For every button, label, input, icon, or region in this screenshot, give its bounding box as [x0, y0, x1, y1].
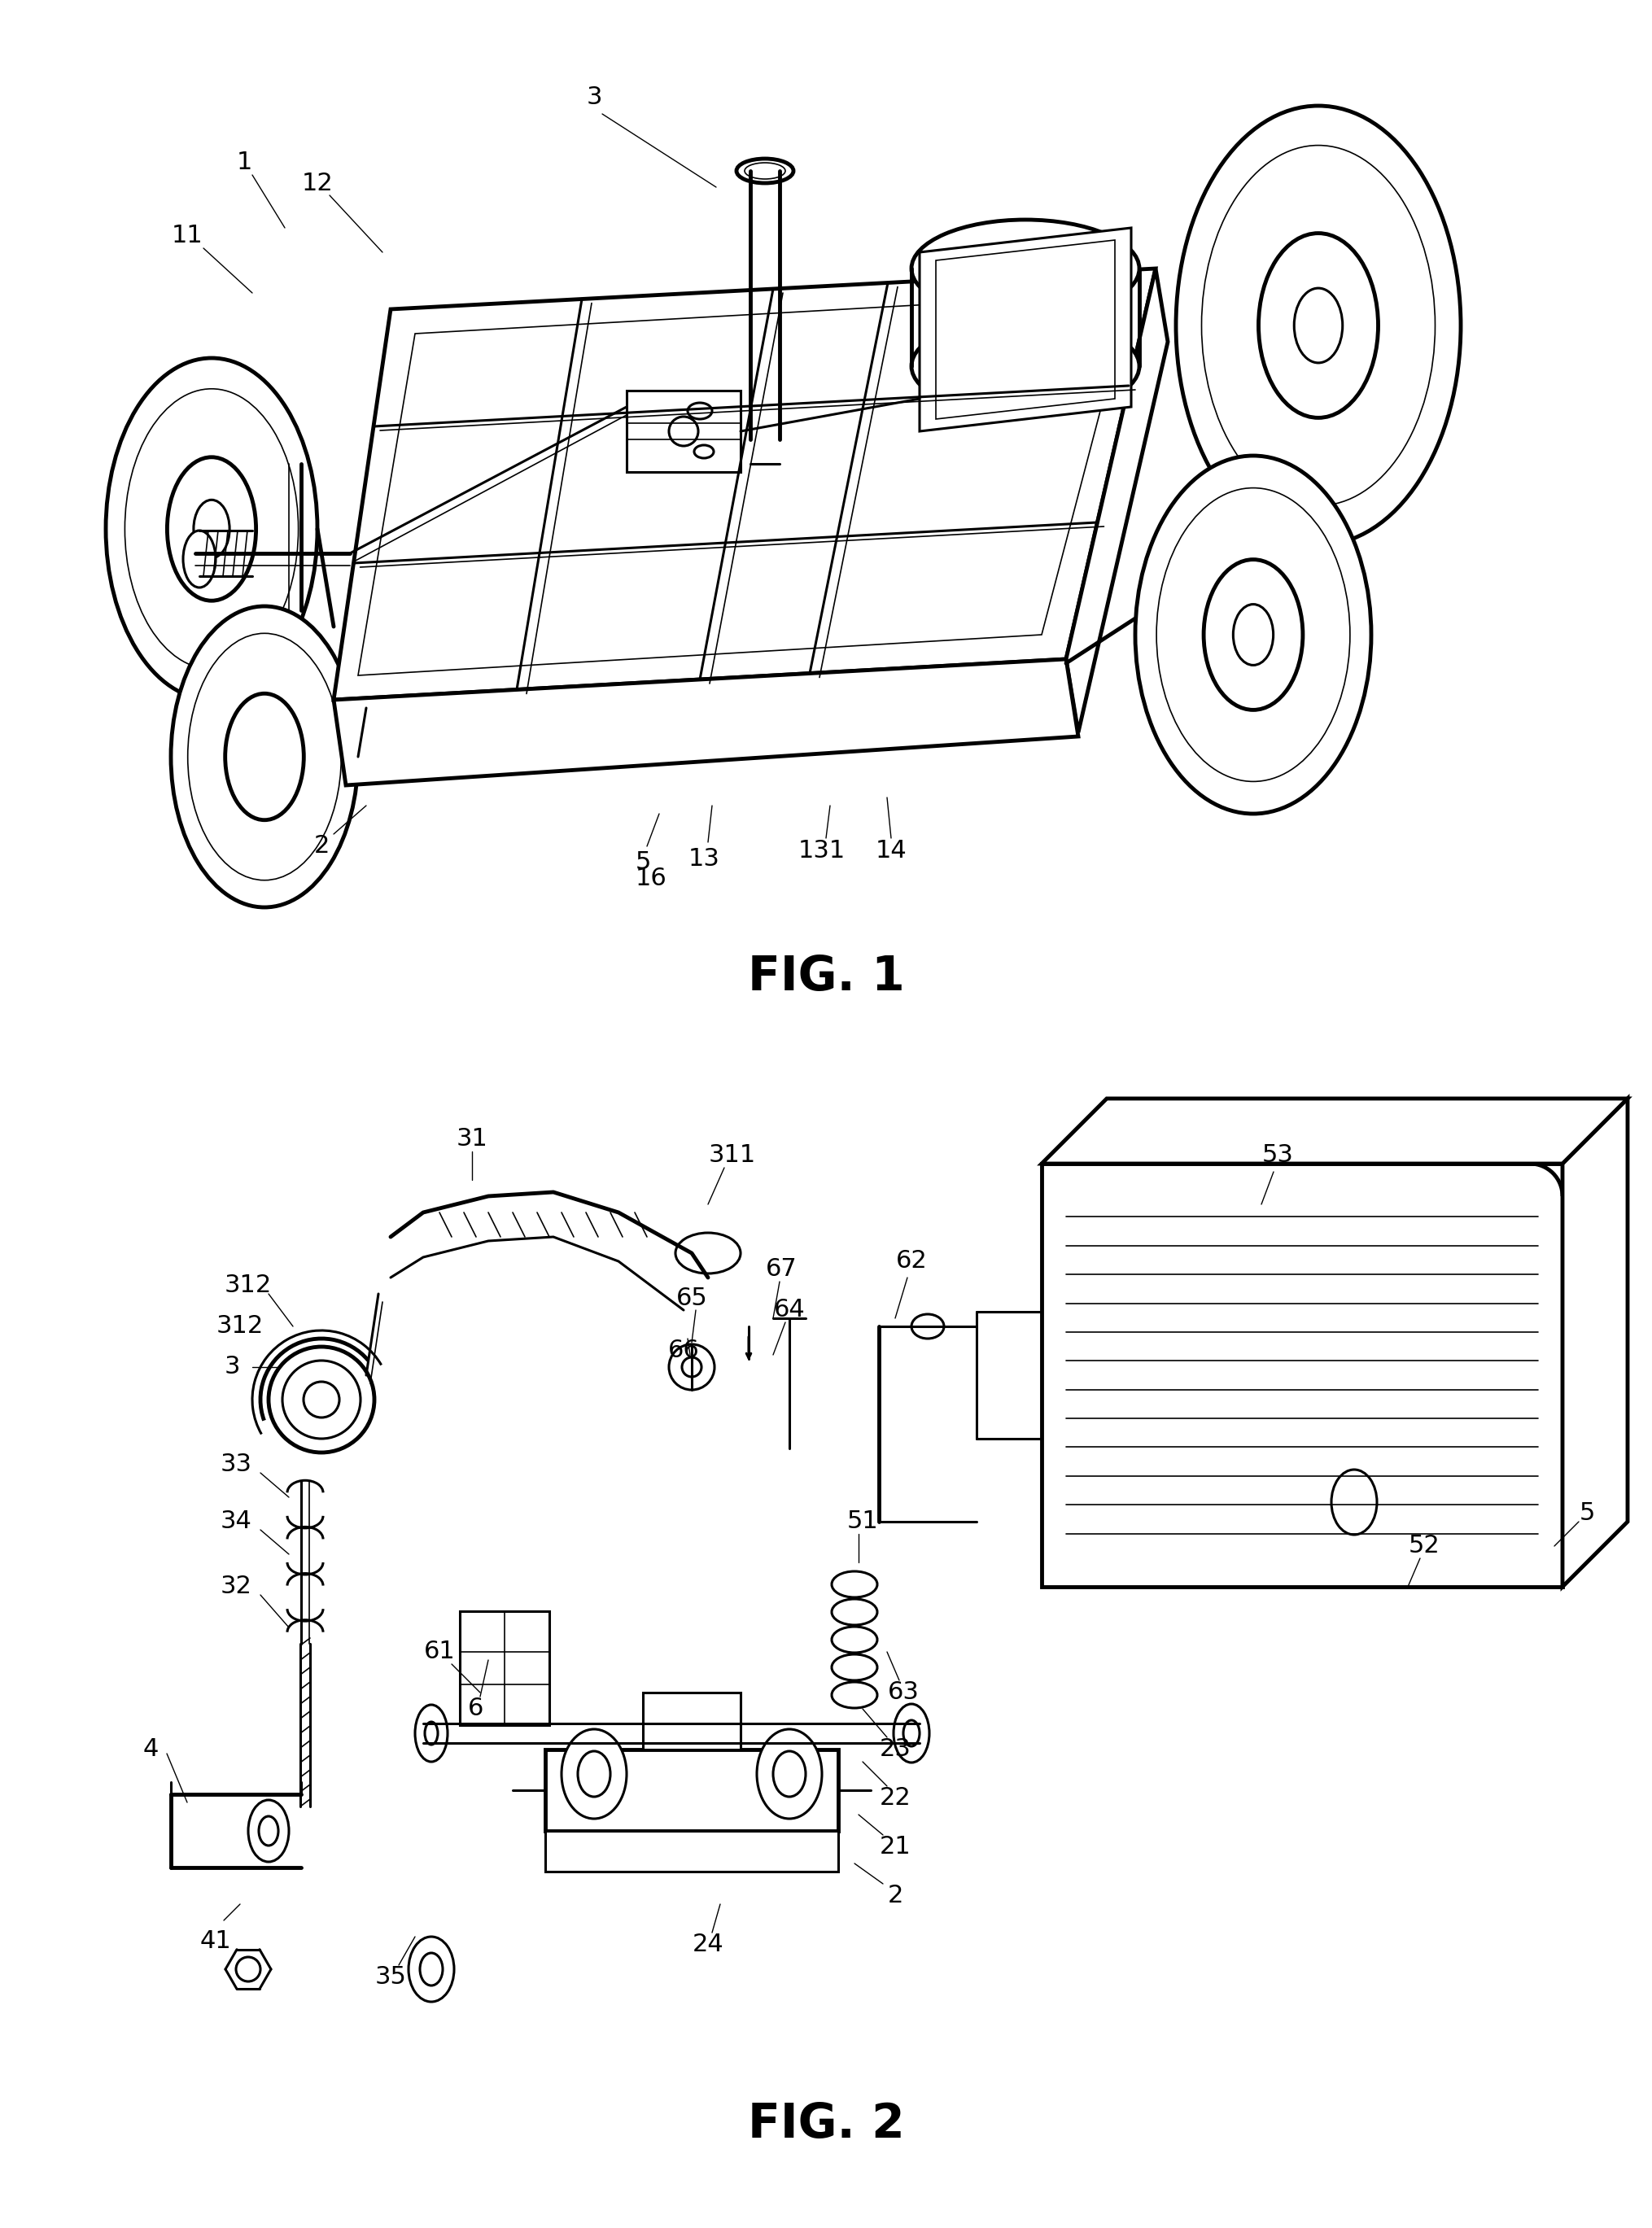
Text: 62: 62	[895, 1250, 927, 1272]
Ellipse shape	[420, 1954, 443, 1985]
Polygon shape	[643, 1693, 740, 1749]
Polygon shape	[1066, 270, 1168, 733]
Text: 63: 63	[887, 1680, 919, 1704]
Ellipse shape	[1232, 604, 1274, 666]
Ellipse shape	[1204, 559, 1303, 711]
Ellipse shape	[694, 446, 714, 459]
Polygon shape	[920, 227, 1132, 432]
Ellipse shape	[894, 1704, 930, 1762]
Ellipse shape	[415, 1704, 448, 1762]
Circle shape	[269, 1346, 375, 1453]
Polygon shape	[334, 270, 1156, 700]
Polygon shape	[1042, 1098, 1627, 1163]
Text: 11: 11	[172, 225, 203, 247]
Polygon shape	[459, 1611, 550, 1724]
Ellipse shape	[259, 1816, 278, 1845]
Text: 64: 64	[773, 1299, 805, 1321]
Text: 6: 6	[468, 1698, 484, 1720]
Circle shape	[282, 1361, 360, 1439]
Polygon shape	[545, 1749, 838, 1831]
Text: 3: 3	[225, 1355, 240, 1379]
Text: 52: 52	[1409, 1535, 1441, 1557]
Text: FIG. 2: FIG. 2	[748, 2101, 904, 2148]
Text: 13: 13	[689, 847, 720, 871]
Text: 34: 34	[220, 1511, 251, 1533]
Ellipse shape	[170, 606, 358, 907]
Circle shape	[304, 1381, 339, 1417]
Text: 35: 35	[375, 1965, 406, 1990]
Text: 51: 51	[847, 1511, 879, 1533]
Text: FIG. 1: FIG. 1	[748, 954, 904, 1000]
Polygon shape	[334, 659, 1079, 784]
Text: 21: 21	[879, 1836, 910, 1858]
Text: 312: 312	[216, 1315, 264, 1339]
Text: 5: 5	[1579, 1502, 1594, 1526]
Text: 2: 2	[887, 1885, 904, 1907]
Ellipse shape	[757, 1729, 823, 1818]
Text: 23: 23	[879, 1738, 910, 1762]
Text: 1: 1	[236, 152, 253, 174]
Text: 67: 67	[765, 1257, 796, 1281]
Ellipse shape	[912, 1315, 943, 1339]
Ellipse shape	[676, 1232, 740, 1274]
Ellipse shape	[167, 457, 256, 602]
Circle shape	[669, 1343, 715, 1390]
Text: 65: 65	[676, 1286, 707, 1310]
Polygon shape	[1042, 1163, 1563, 1586]
Text: 4: 4	[142, 1738, 159, 1762]
Text: 53: 53	[1262, 1143, 1294, 1167]
Polygon shape	[626, 390, 740, 472]
Ellipse shape	[578, 1751, 610, 1796]
Ellipse shape	[248, 1800, 289, 1863]
Text: 16: 16	[636, 867, 667, 891]
Ellipse shape	[126, 390, 299, 668]
Ellipse shape	[1156, 488, 1350, 782]
Text: 31: 31	[456, 1127, 487, 1152]
Text: 66: 66	[667, 1339, 699, 1364]
Ellipse shape	[737, 158, 793, 183]
Text: 5: 5	[634, 851, 651, 873]
Text: 32: 32	[220, 1575, 251, 1597]
Text: 14: 14	[876, 838, 907, 862]
Text: 24: 24	[692, 1934, 724, 1956]
Text: 3: 3	[586, 87, 601, 109]
Text: 2: 2	[314, 836, 329, 858]
Ellipse shape	[1332, 1470, 1376, 1535]
Polygon shape	[1563, 1098, 1627, 1586]
Ellipse shape	[408, 1936, 454, 2001]
Text: 12: 12	[302, 172, 334, 194]
Ellipse shape	[225, 693, 304, 820]
Ellipse shape	[1176, 105, 1460, 546]
Text: 41: 41	[200, 1929, 231, 1952]
Ellipse shape	[773, 1751, 806, 1796]
Text: 33: 33	[220, 1453, 251, 1477]
Ellipse shape	[912, 316, 1140, 414]
Ellipse shape	[1135, 457, 1371, 813]
Ellipse shape	[193, 499, 230, 557]
Circle shape	[669, 417, 699, 446]
Text: 312: 312	[225, 1274, 273, 1297]
Ellipse shape	[106, 359, 317, 700]
Text: 311: 311	[709, 1143, 757, 1167]
Ellipse shape	[183, 530, 216, 588]
Text: 131: 131	[798, 838, 846, 862]
Text: 22: 22	[879, 1787, 910, 1809]
Ellipse shape	[1294, 287, 1343, 363]
Ellipse shape	[1201, 145, 1436, 506]
Ellipse shape	[687, 403, 712, 419]
Ellipse shape	[562, 1729, 626, 1818]
Ellipse shape	[188, 633, 342, 880]
Text: 61: 61	[423, 1640, 456, 1664]
Polygon shape	[545, 1831, 838, 1872]
Circle shape	[236, 1956, 261, 1981]
Ellipse shape	[912, 221, 1140, 316]
Ellipse shape	[1259, 234, 1378, 419]
